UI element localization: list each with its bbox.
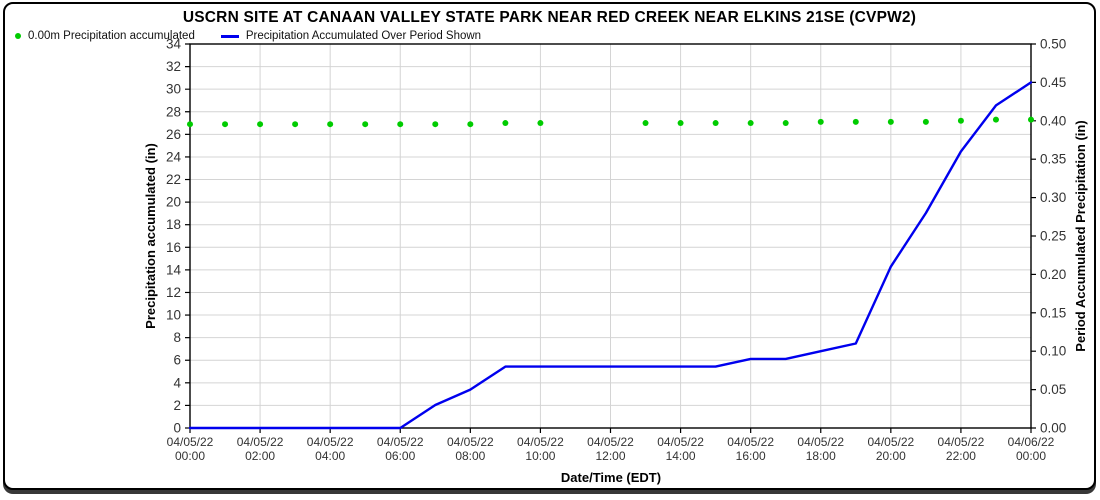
left-axis-tick-label: 6 bbox=[173, 353, 181, 368]
x-axis-tick-time: 22:00 bbox=[946, 449, 976, 463]
precip-accumulated-dot bbox=[887, 118, 894, 125]
right-axis-tick-label: 0.50 bbox=[1040, 37, 1066, 52]
x-axis-tick-date: 04/06/22 bbox=[1008, 435, 1055, 449]
axes: 02468101214161820222426283032340.000.050… bbox=[166, 37, 1066, 464]
precip-accumulated-dot bbox=[432, 121, 439, 128]
chart-panel: USCRN SITE AT CANAAN VALLEY STATE PARK N… bbox=[3, 2, 1096, 490]
legend-item-accumulated: 0.00m Precipitation accumulated bbox=[15, 30, 195, 42]
precip-accumulated-dot bbox=[222, 121, 229, 128]
precip-accumulated-dot bbox=[467, 121, 474, 128]
x-axis-tick-time: 10:00 bbox=[525, 449, 555, 463]
x-axis-tick-time: 16:00 bbox=[736, 449, 766, 463]
legend-item-period: Precipitation Accumulated Over Period Sh… bbox=[220, 30, 482, 42]
precip-accumulated-dot bbox=[817, 118, 824, 125]
left-axis-tick-label: 12 bbox=[166, 285, 181, 300]
left-axis-tick-label: 4 bbox=[173, 375, 181, 390]
right-axis-title: Period Accumulated Precipitation (in) bbox=[1073, 120, 1088, 351]
left-axis-tick-label: 10 bbox=[166, 308, 181, 323]
legend-label-accumulated: 0.00m Precipitation accumulated bbox=[28, 30, 195, 42]
left-axis-tick-label: 8 bbox=[173, 330, 181, 345]
x-axis-tick-date: 04/05/22 bbox=[447, 435, 494, 449]
right-axis-tick-label: 0.45 bbox=[1040, 75, 1066, 90]
legend-label-period: Precipitation Accumulated Over Period Sh… bbox=[245, 30, 482, 42]
precip-accumulated-dot bbox=[502, 120, 509, 127]
period-accumulated-line bbox=[188, 81, 1033, 430]
x-axis-tick-date: 04/05/22 bbox=[237, 435, 284, 449]
right-axis-tick-label: 0.35 bbox=[1040, 152, 1066, 167]
left-axis-tick-label: 26 bbox=[166, 127, 181, 142]
precip-accumulated-dot bbox=[327, 121, 334, 128]
chart-title: USCRN SITE AT CANAAN VALLEY STATE PARK N… bbox=[182, 9, 917, 26]
legend: 0.00m Precipitation accumulated Precipit… bbox=[15, 30, 481, 42]
left-axis-tick-label: 14 bbox=[166, 262, 182, 277]
x-axis-tick-date: 04/05/22 bbox=[797, 435, 844, 449]
precipitation-chart: 02468101214161820222426283032340.000.050… bbox=[143, 37, 1088, 486]
precip-accumulated-dot bbox=[642, 120, 649, 127]
x-axis-tick-time: 00:00 bbox=[1016, 449, 1046, 463]
left-axis-tick-label: 16 bbox=[166, 240, 181, 255]
x-axis-tick-time: 20:00 bbox=[876, 449, 906, 463]
precip-accumulated-dot bbox=[712, 120, 719, 127]
right-axis-tick-label: 0.15 bbox=[1040, 305, 1066, 320]
left-axis-tick-label: 32 bbox=[166, 59, 181, 74]
left-axis-tick-label: 20 bbox=[166, 195, 181, 210]
right-axis-tick-label: 0.05 bbox=[1040, 382, 1066, 397]
x-axis-tick-time: 04:00 bbox=[315, 449, 345, 463]
x-axis-tick-date: 04/05/22 bbox=[517, 435, 564, 449]
precip-accumulated-dot bbox=[362, 121, 369, 128]
precip-accumulated-dot bbox=[782, 120, 789, 127]
x-axis-tick-date: 04/05/22 bbox=[307, 435, 354, 449]
x-axis-tick-date: 04/05/22 bbox=[377, 435, 424, 449]
precip-accumulated-dot bbox=[187, 121, 193, 128]
left-axis-tick-label: 28 bbox=[166, 104, 181, 119]
x-axis-tick-date: 04/05/22 bbox=[867, 435, 914, 449]
left-axis-tick-label: 0 bbox=[173, 421, 181, 436]
x-axis-tick-date: 04/05/22 bbox=[587, 435, 634, 449]
precip-accumulated-dot bbox=[1028, 116, 1034, 123]
x-axis-tick-time: 06:00 bbox=[385, 449, 415, 463]
x-axis-tick-time: 18:00 bbox=[806, 449, 836, 463]
x-axis-tick-time: 12:00 bbox=[595, 449, 625, 463]
precip-accumulated-dot bbox=[852, 118, 859, 125]
left-axis-tick-label: 2 bbox=[173, 398, 181, 413]
precip-accumulated-dot bbox=[537, 120, 544, 127]
left-axis-tick-label: 30 bbox=[166, 82, 181, 97]
x-axis-tick-time: 08:00 bbox=[455, 449, 485, 463]
right-axis-tick-label: 0.40 bbox=[1040, 113, 1066, 128]
right-axis-tick-label: 0.00 bbox=[1040, 421, 1066, 436]
left-axis-title: Precipitation accumulated (in) bbox=[143, 143, 158, 329]
left-axis-tick-label: 22 bbox=[166, 172, 181, 187]
x-axis-tick-date: 04/05/22 bbox=[727, 435, 774, 449]
precip-accumulated-dot bbox=[922, 118, 929, 125]
gridlines bbox=[190, 44, 1031, 428]
precip-accumulated-dot bbox=[992, 116, 999, 123]
x-axis-tick-date: 04/05/22 bbox=[657, 435, 704, 449]
right-axis-tick-label: 0.30 bbox=[1040, 190, 1066, 205]
x-axis-tick-time: 02:00 bbox=[245, 449, 275, 463]
right-axis-tick-label: 0.20 bbox=[1040, 267, 1066, 282]
left-axis-tick-label: 18 bbox=[166, 217, 181, 232]
x-axis-tick-time: 00:00 bbox=[175, 449, 205, 463]
x-axis-tick-date: 04/05/22 bbox=[938, 435, 985, 449]
precip-accumulated-dot bbox=[677, 120, 684, 127]
x-axis-tick-time: 14:00 bbox=[666, 449, 696, 463]
precip-accumulated-dot bbox=[397, 121, 404, 128]
green-dot-marker-icon bbox=[15, 33, 21, 39]
right-axis-tick-label: 0.25 bbox=[1040, 229, 1066, 244]
x-axis-tick-date: 04/05/22 bbox=[167, 435, 214, 449]
precip-accumulated-dot bbox=[747, 120, 754, 127]
data-series bbox=[187, 81, 1034, 430]
x-axis-title: Date/Time (EDT) bbox=[561, 470, 661, 485]
right-axis-tick-label: 0.10 bbox=[1040, 344, 1066, 359]
precip-accumulated-dot bbox=[957, 117, 964, 124]
precip-accumulated-dot bbox=[257, 121, 264, 128]
precip-accumulated-dot bbox=[292, 121, 299, 128]
left-axis-tick-label: 24 bbox=[166, 149, 182, 164]
blue-line-marker-icon bbox=[220, 34, 239, 38]
left-axis-tick-label: 34 bbox=[166, 37, 182, 52]
